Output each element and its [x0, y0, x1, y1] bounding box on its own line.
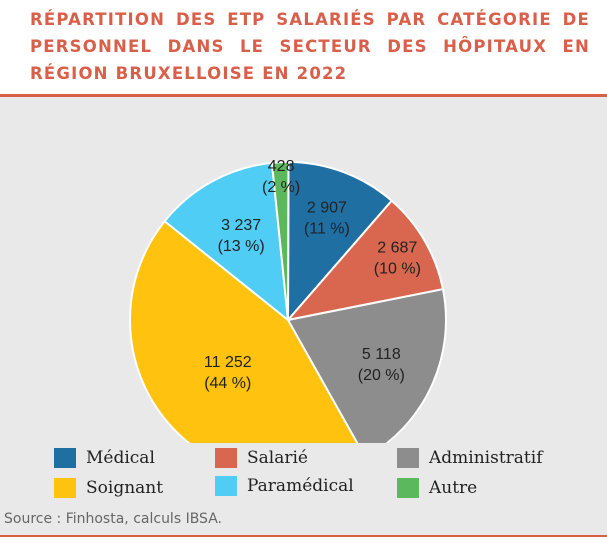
- legend-swatch: [54, 478, 76, 498]
- legend-item: Soignant: [54, 476, 163, 500]
- legend-label: Soignant: [86, 478, 164, 498]
- legend-label: Médical: [86, 448, 155, 468]
- slice-value-label: 5 118: [362, 346, 401, 363]
- chart-title: RÉPARTITION DES ETP SALARIÉS PAR CATÉGOR…: [30, 10, 590, 83]
- legend-swatch: [397, 478, 419, 498]
- bottom-rule: [0, 535, 607, 537]
- legend-item: Médical: [54, 446, 155, 470]
- pie-slice-soignant: [129, 219, 359, 443]
- pie-slice-administratif: [286, 287, 447, 443]
- slice-percent-label: (10 %): [374, 261, 421, 278]
- legend-label: Administratif: [429, 448, 543, 468]
- slice-percent-label: (2 %): [262, 179, 300, 196]
- pie-slice-autre: [270, 161, 290, 321]
- slice-percent-label: (20 %): [358, 367, 405, 384]
- legend-label: Autre: [429, 478, 478, 498]
- legend-item: Paramédical: [215, 474, 354, 498]
- slice-percent-label: (44 %): [204, 375, 251, 392]
- legend-swatch: [215, 448, 237, 468]
- legend-item: Autre: [397, 476, 477, 500]
- slice-value-label: 428: [268, 158, 295, 175]
- top-rule: [0, 94, 607, 97]
- legend-swatch: [54, 448, 76, 468]
- pie-slice-paramedical: [163, 161, 290, 323]
- legend-item: Salarié: [215, 446, 308, 470]
- pie-slice-salarie: [285, 199, 445, 322]
- pie-chart: 2 907 (11 %) 2 687 (10 %) 5 118 (20 %) 11 252 (…: [129, 158, 447, 443]
- slice-percent-label: (13 %): [218, 238, 265, 255]
- pie-slice-medical: [286, 160, 394, 323]
- slice-value-label: 3 237: [221, 217, 261, 234]
- source-note: Source : Finhosta, calculs IBSA.: [4, 511, 222, 527]
- legend-item: Administratif: [397, 446, 542, 470]
- slice-value-label: 2 687: [377, 240, 417, 257]
- legend-label: Paramédical: [247, 476, 354, 496]
- slice-value-label: 11 252: [204, 354, 252, 371]
- slice-value-label: 2 907: [307, 199, 347, 216]
- legend-swatch: [397, 448, 419, 468]
- slice-percent-label: (11 %): [304, 220, 350, 237]
- legend-swatch: [215, 476, 237, 496]
- legend-label: Salarié: [247, 448, 308, 468]
- legend: Médical Salarié Administratif Soignant Param…: [0, 443, 607, 503]
